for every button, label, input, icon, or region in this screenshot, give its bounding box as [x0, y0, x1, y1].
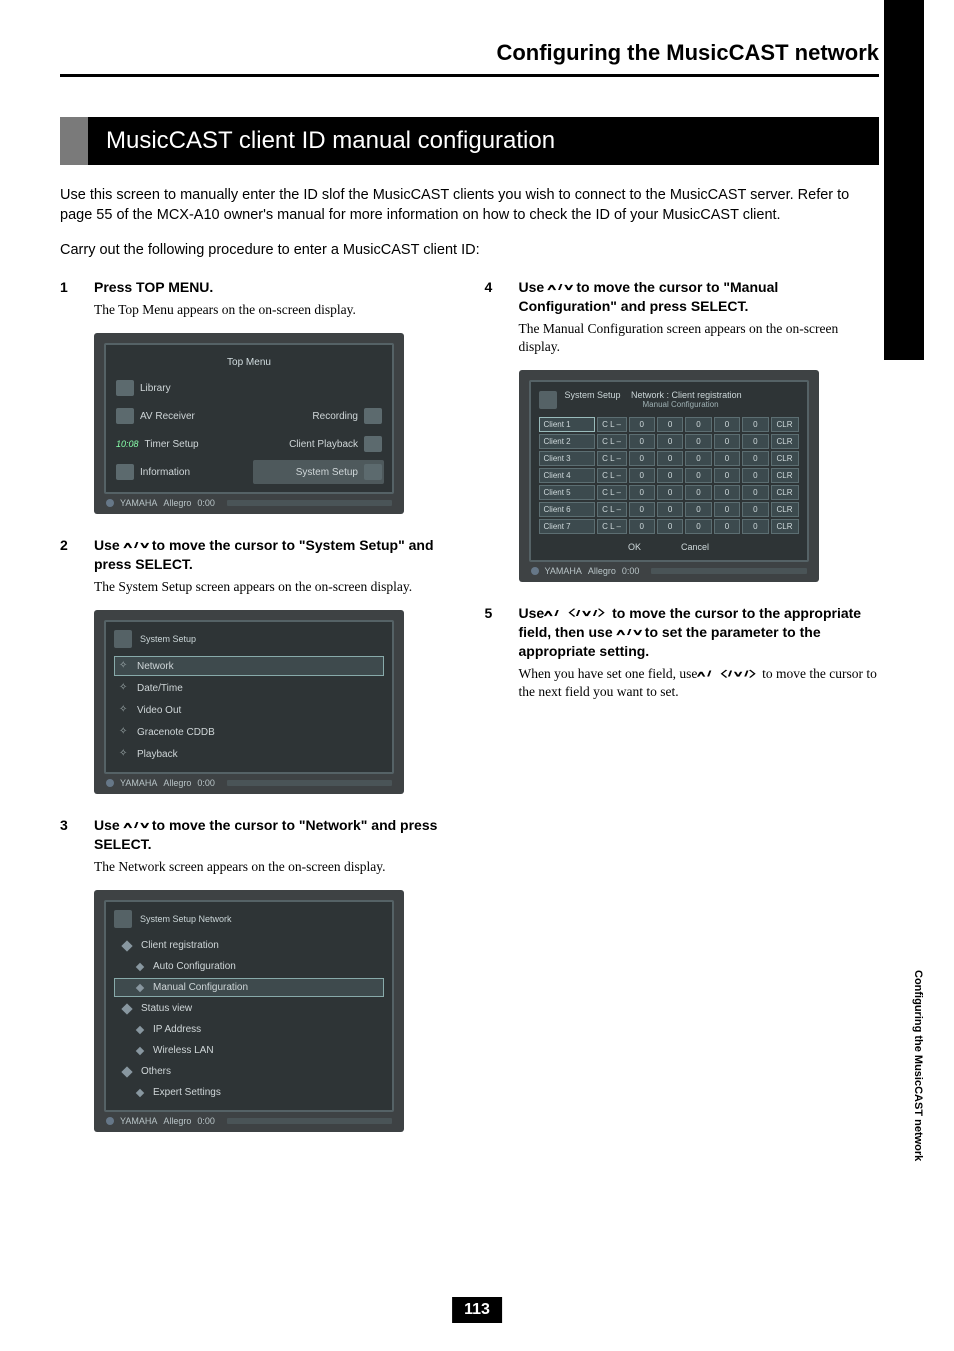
yamaha-icon [531, 567, 539, 575]
list-item: ✧Network [114, 656, 384, 676]
step-5: 5 Use ∧/〈/∨/〉 to move the cursor to the … [485, 604, 880, 701]
step-num: 3 [60, 816, 78, 854]
table-row: Client 3C L –00000CLR [539, 451, 799, 466]
receiver-icon [116, 408, 134, 424]
diamond-icon [121, 1066, 132, 1077]
ss-footer: YAMAHA Allegro 0:00 [104, 1112, 394, 1126]
wrench-icon: ✧ [119, 660, 131, 672]
menu-item: Library [114, 376, 245, 400]
diamond-icon [136, 1046, 144, 1054]
step-4: 4 Use ∧/∨ to move the cursor to "Manual … [485, 278, 880, 582]
diamond-icon [121, 940, 132, 951]
page-header: Configuring the MusicCAST network [60, 40, 879, 77]
step-num: 5 [485, 604, 503, 661]
ss-title: Top Menu [114, 353, 384, 376]
list-item: Auto Configuration [114, 957, 384, 976]
list-item: IP Address [114, 1020, 384, 1039]
step-title: Use ∧/〈/∨/〉 to move the cursor to the ap… [519, 604, 880, 661]
step-body: The System Setup screen appears on the o… [94, 578, 455, 596]
table-row: Client 5C L –00000CLR [539, 485, 799, 500]
screenshot-systemsetup: System Setup ✧Network ✧Date/Time ✧Video … [94, 610, 404, 794]
ok-label: OK [628, 542, 641, 552]
client-table: Client 1C L –00000CLR Client 2C L –00000… [539, 417, 799, 534]
step-title: Use ∧/∨ to move the cursor to "Manual Co… [519, 278, 880, 316]
yamaha-icon [106, 779, 114, 787]
table-row: Client 7C L –00000CLR [539, 519, 799, 534]
diamond-icon [121, 1003, 132, 1014]
screenshot-manual: System Setup Network : Client registrati… [519, 370, 819, 582]
progress-bar [651, 568, 806, 574]
list-item: ✧Video Out [114, 700, 384, 720]
ss-footer: YAMAHA Allegro 0:00 [104, 494, 394, 508]
wrench-icon: ✧ [119, 748, 131, 760]
progress-bar [227, 500, 392, 506]
screenshot-topmenu: Top Menu Library AV Receiver Recording 1… [94, 333, 404, 514]
breadcrumb-icon [114, 630, 132, 648]
ss-footer: YAMAHA Allegro 0:00 [529, 562, 809, 576]
setup-icon [364, 464, 382, 480]
diamond-icon [136, 962, 144, 970]
table-row: Client 4C L –00000CLR [539, 468, 799, 483]
menu-item: Information [114, 460, 245, 484]
menu-item: AV Receiver [114, 404, 245, 428]
yamaha-icon [106, 499, 114, 507]
left-column: 1 Press TOP MENU. The Top Menu appears o… [60, 278, 455, 1154]
diamond-icon [136, 1088, 144, 1096]
right-column: 4 Use ∧/∨ to move the cursor to "Manual … [485, 278, 880, 1154]
wrench-icon: ✧ [119, 704, 131, 716]
library-icon [116, 380, 134, 396]
wrench-icon: ✧ [119, 682, 131, 694]
diamond-icon [136, 983, 144, 991]
step-title: Use ∧/∨ to move the cursor to "Network" … [94, 816, 455, 854]
table-row: Client 1C L –00000CLR [539, 417, 799, 432]
step-title: Use ∧/∨ to move the cursor to "System Se… [94, 536, 455, 574]
menu-item: 10:08Timer Setup [114, 432, 245, 456]
list-item: ✧Date/Time [114, 678, 384, 698]
step-num: 4 [485, 278, 503, 316]
step-body: When you have set one field, use ∧/〈/∨/〉… [519, 665, 880, 701]
screenshot-network: System Setup Network Client registration… [94, 890, 404, 1132]
list-item: Expert Settings [114, 1083, 384, 1102]
step-body: The Manual Configuration screen appears … [519, 320, 880, 356]
diamond-icon [136, 1025, 144, 1033]
step-3: 3 Use ∧/∨ to move the cursor to "Network… [60, 816, 455, 1132]
step-num: 2 [60, 536, 78, 574]
recording-icon [364, 408, 382, 424]
playback-icon [364, 436, 382, 452]
intro-p1: Use this screen to manually enter the ID… [60, 185, 879, 226]
menu-item: Client Playback [253, 432, 384, 456]
breadcrumb-icon [539, 391, 557, 409]
info-icon [116, 464, 134, 480]
step-2: 2 Use ∧/∨ to move the cursor to "System … [60, 536, 455, 794]
list-item: ✧Playback [114, 744, 384, 764]
list-item: ✧Gracenote CDDB [114, 722, 384, 742]
page-number: 113 [452, 1297, 502, 1323]
step-body: The Top Menu appears on the on-screen di… [94, 301, 455, 319]
step-body: The Network screen appears on the on-scr… [94, 858, 455, 876]
list-group: Status view [114, 999, 384, 1018]
table-row: Client 6C L –00000CLR [539, 502, 799, 517]
progress-bar [227, 780, 392, 786]
menu-item-highlight: System Setup [253, 460, 384, 484]
section-title: MusicCAST client ID manual configuration [60, 117, 879, 165]
list-group: Client registration [114, 936, 384, 955]
step-1: 1 Press TOP MENU. The Top Menu appears o… [60, 278, 455, 514]
table-row: Client 2C L –00000CLR [539, 434, 799, 449]
yamaha-icon [106, 1117, 114, 1125]
step-num: 1 [60, 278, 78, 297]
menu-item: Recording [253, 404, 384, 428]
ss-footer: YAMAHA Allegro 0:00 [104, 774, 394, 788]
progress-bar [227, 1118, 392, 1124]
list-item: Wireless LAN [114, 1041, 384, 1060]
wrench-icon: ✧ [119, 726, 131, 738]
intro-p2: Carry out the following procedure to ent… [60, 240, 879, 260]
cancel-label: Cancel [681, 542, 709, 552]
list-item-highlight: Manual Configuration [114, 978, 384, 997]
list-group: Others [114, 1062, 384, 1081]
step-title: Press TOP MENU. [94, 278, 213, 297]
breadcrumb-icon [114, 910, 132, 928]
